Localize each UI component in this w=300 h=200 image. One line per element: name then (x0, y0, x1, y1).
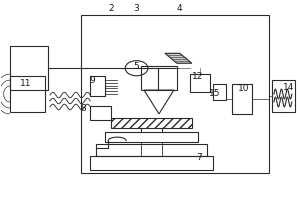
Text: 14: 14 (283, 83, 295, 92)
Bar (90, 76, 105, 96)
Bar (90, 106, 111, 120)
Bar (272, 80, 295, 112)
Bar (90, 156, 213, 170)
Bar (105, 132, 198, 142)
Text: 12: 12 (192, 72, 203, 81)
Text: 8: 8 (80, 104, 86, 113)
Bar (213, 84, 226, 100)
Bar (190, 74, 210, 92)
Text: 5: 5 (134, 62, 140, 71)
Bar (81, 15, 269, 173)
Text: 9: 9 (89, 76, 94, 85)
Text: 10: 10 (238, 84, 250, 93)
Bar (141, 66, 177, 90)
Bar (232, 84, 251, 114)
Bar (96, 144, 207, 156)
Text: 11: 11 (20, 79, 32, 88)
Text: 3: 3 (134, 4, 140, 13)
Text: 4: 4 (177, 4, 183, 13)
Text: 2: 2 (108, 4, 114, 13)
Polygon shape (165, 53, 192, 63)
Text: 15: 15 (209, 89, 221, 98)
Text: 7: 7 (196, 153, 202, 162)
Bar (10, 76, 46, 112)
Bar (111, 118, 192, 128)
Bar (10, 46, 49, 90)
